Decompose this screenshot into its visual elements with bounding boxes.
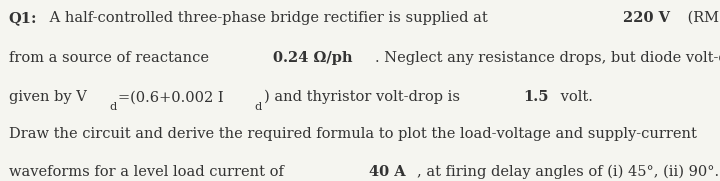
Text: Draw the circuit and derive the required formula to plot the load-voltage and su: Draw the circuit and derive the required…: [9, 127, 696, 142]
Text: 0.24 Ω/ph: 0.24 Ω/ph: [273, 50, 352, 65]
Text: (RMS line voltage): (RMS line voltage): [683, 10, 720, 25]
Text: from a source of reactance: from a source of reactance: [9, 50, 213, 65]
Text: 1.5: 1.5: [523, 90, 549, 104]
Text: . Neglect any resistance drops, but diode volt-drop is: . Neglect any resistance drops, but diod…: [375, 50, 720, 65]
Text: A half-controlled three-phase bridge rectifier is supplied at: A half-controlled three-phase bridge rec…: [45, 11, 492, 25]
Text: 220 V: 220 V: [623, 11, 670, 25]
Text: waveforms for a level load current of: waveforms for a level load current of: [9, 165, 288, 179]
Text: d: d: [255, 102, 262, 111]
Text: given by V: given by V: [9, 90, 86, 104]
Text: , at firing delay angles of (i) 45°, (ii) 90°.: , at firing delay angles of (i) 45°, (ii…: [417, 164, 719, 179]
Text: 40 A: 40 A: [369, 165, 406, 179]
Text: volt.: volt.: [556, 90, 593, 104]
Text: =(0.6+0.002 I: =(0.6+0.002 I: [119, 90, 224, 104]
Text: Q1:: Q1:: [9, 11, 37, 25]
Text: d: d: [109, 102, 117, 111]
Text: ) and thyristor volt-drop is: ) and thyristor volt-drop is: [264, 90, 464, 104]
